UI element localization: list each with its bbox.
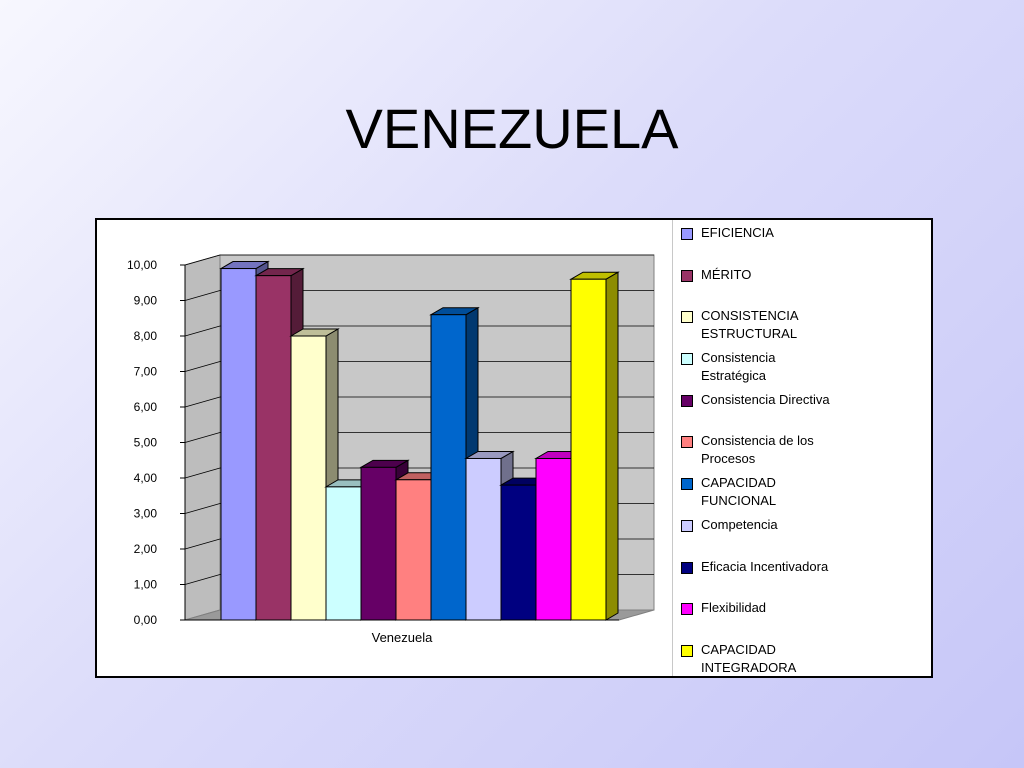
legend-item: Consistencia de los Procesos [681, 432, 921, 468]
legend-swatch [681, 645, 693, 657]
bar [255, 275, 292, 621]
gridline-side [184, 538, 221, 550]
slide-title: VENEZUELA [345, 97, 679, 160]
legend-label: Eficacia Incentivadora [701, 559, 829, 574]
legend-label: Flexibilidad [701, 600, 767, 615]
bar [290, 335, 327, 621]
legend-swatch [681, 478, 693, 490]
legend-swatch [681, 520, 693, 532]
legend-label: Consistencia de los Procesos [701, 433, 814, 466]
bar [465, 457, 502, 621]
legend-swatch [681, 436, 693, 448]
legend-swatch [681, 228, 693, 240]
y-tick-label: 4,00 [134, 471, 158, 485]
bar [535, 457, 572, 621]
legend-item: Consistencia Estratégica [681, 349, 921, 385]
bar [220, 268, 257, 621]
legend-item: CAPACIDAD INTEGRADORA [681, 641, 921, 677]
legend-label: CAPACIDAD FUNCIONAL [701, 475, 777, 508]
legend-item: CONSISTENCIA ESTRUCTURAL [681, 307, 921, 343]
gridline-side [184, 574, 221, 585]
legend-item: Eficacia Incentivadora [681, 558, 921, 576]
gridline-side [184, 432, 221, 443]
y-tick-label: 1,00 [134, 578, 158, 592]
legend-swatch [681, 562, 693, 574]
bar [325, 486, 362, 621]
y-tick-label: 0,00 [134, 613, 158, 627]
gridline-side [184, 503, 221, 514]
legend-label: CONSISTENCIA ESTRUCTURAL [701, 308, 799, 341]
bar [500, 484, 537, 621]
y-tick-label: 8,00 [134, 329, 158, 343]
legend-item: CAPACIDAD FUNCIONAL [681, 474, 921, 510]
gridline-side [184, 254, 221, 266]
bar [570, 278, 607, 621]
y-tick-label: 5,00 [134, 436, 158, 450]
legend-swatch [681, 603, 693, 615]
y-tick-label: 7,00 [134, 365, 158, 379]
legend-swatch [681, 353, 693, 365]
y-tick-label: 9,00 [134, 294, 158, 308]
legend-item: MÉRITO [681, 266, 921, 284]
legend-item: Consistencia Directiva [681, 391, 921, 409]
y-tick-label: 10,00 [127, 258, 157, 272]
legend-label: Consistencia Directiva [701, 392, 830, 407]
gridline-side [184, 467, 221, 479]
bar-chart: 0,00 1,00 2,00 3,00 4,00 5,00 6,00 7,00 8,00 9,00… [127, 254, 655, 645]
legend-swatch [681, 395, 693, 407]
gridline-side [184, 325, 221, 337]
gridline-side [184, 361, 221, 372]
legend-label: Competencia [701, 517, 778, 532]
legend-label: CAPACIDAD INTEGRADORA [701, 642, 797, 675]
legend-label: Consistencia Estratégica [701, 350, 776, 383]
gridline-side [184, 396, 221, 408]
legend-item: Flexibilidad [681, 599, 921, 617]
bar [395, 479, 432, 621]
legend: EFICIENCIA MÉRITO CONSISTENCIA ESTRUCTUR… [672, 220, 927, 676]
legend-item: Competencia [681, 516, 921, 534]
x-category-label: Venezuela [372, 630, 433, 645]
bar [360, 466, 397, 621]
y-tick-label: 6,00 [134, 400, 158, 414]
legend-item: EFICIENCIA [681, 224, 921, 242]
y-tick-label: 3,00 [134, 507, 158, 521]
legend-swatch [681, 311, 693, 323]
legend-label: EFICIENCIA [701, 225, 774, 240]
legend-label: MÉRITO [701, 267, 752, 282]
gridline-side [184, 290, 221, 301]
legend-swatch [681, 270, 693, 282]
bar [430, 314, 467, 621]
bar-side [605, 271, 619, 621]
y-tick-label: 2,00 [134, 542, 158, 556]
chart-frame: 0,00 1,00 2,00 3,00 4,00 5,00 6,00 7,00 8,00 9,00… [95, 218, 933, 678]
